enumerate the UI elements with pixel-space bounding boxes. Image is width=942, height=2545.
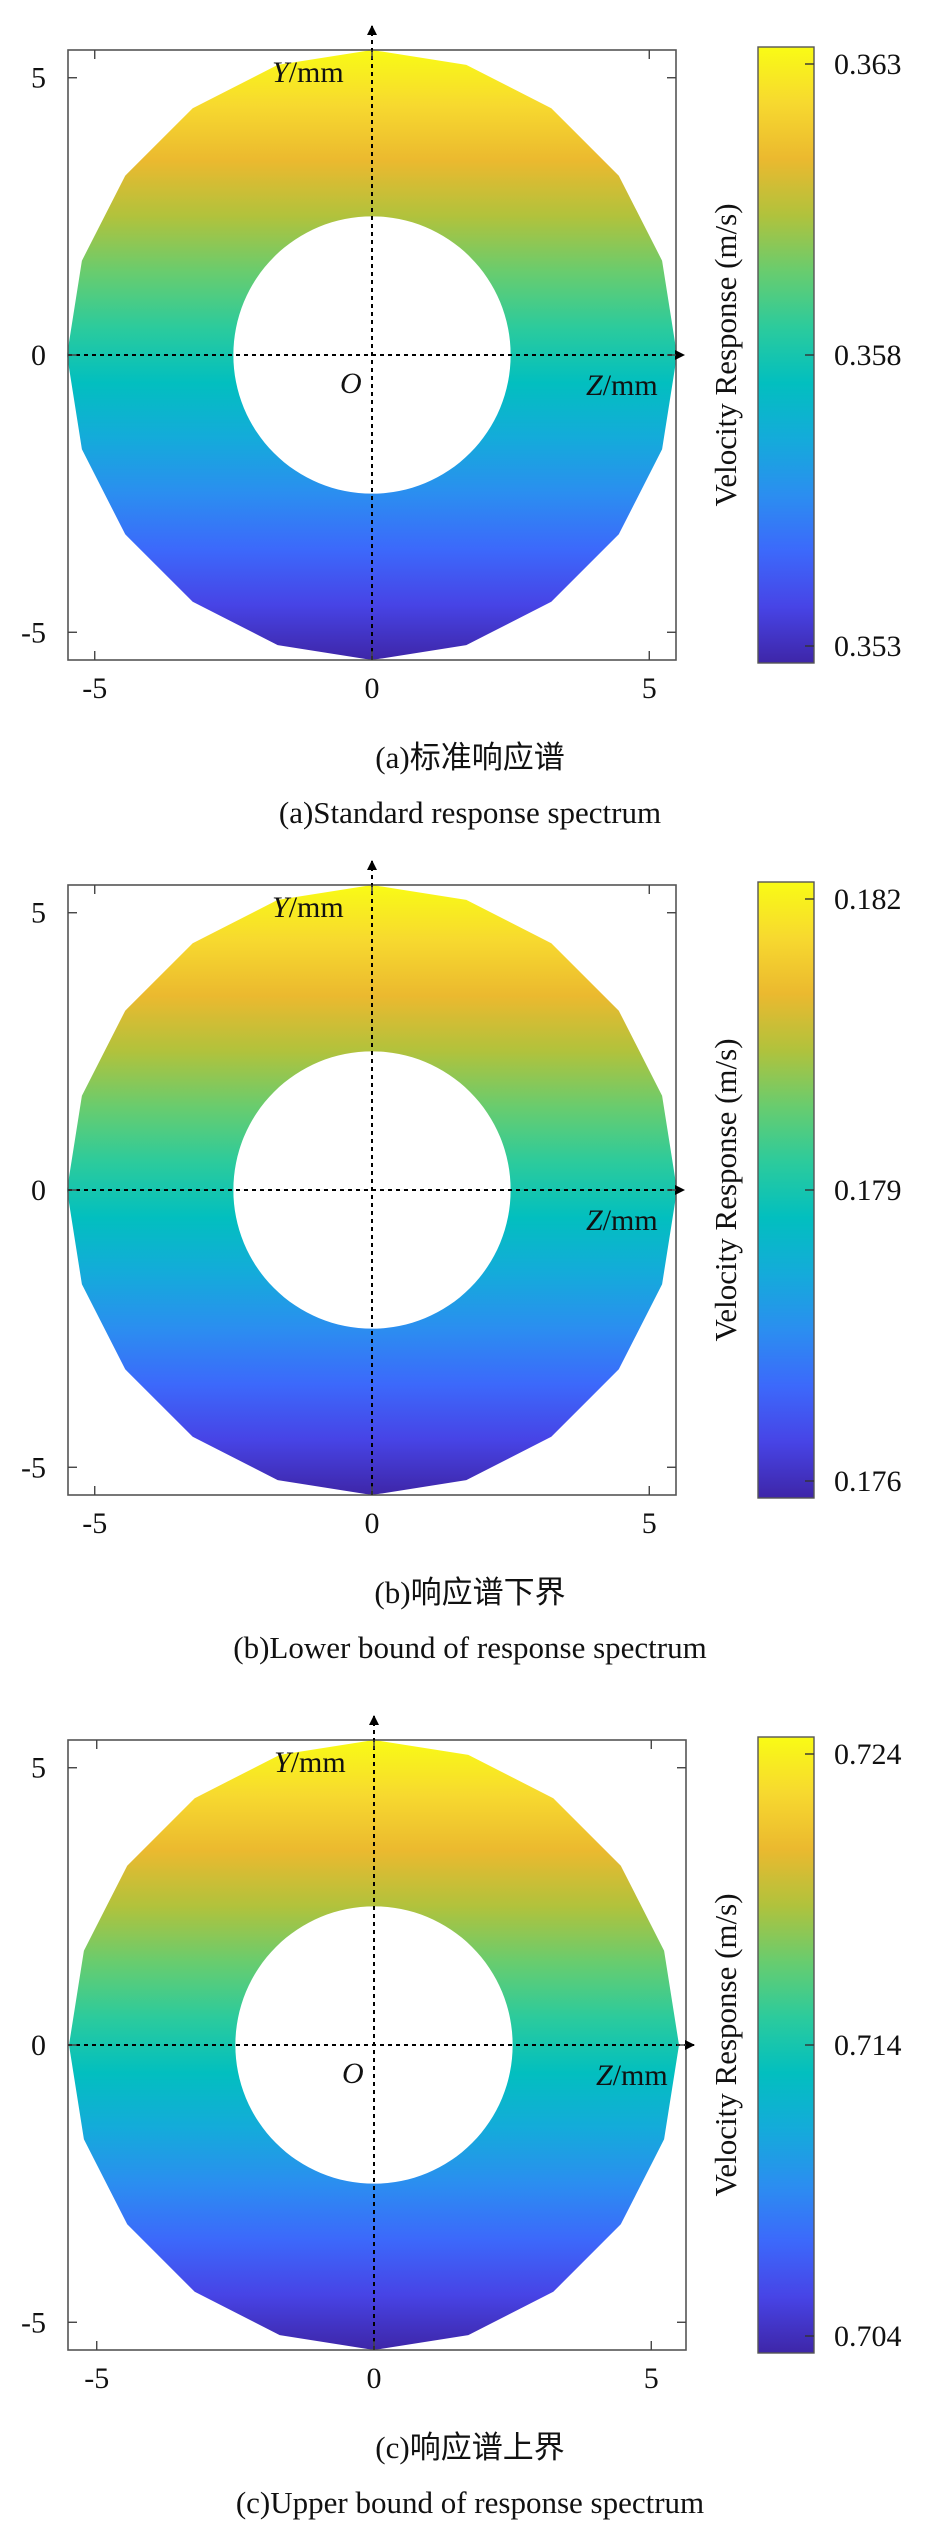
origin-label: O xyxy=(342,2057,364,2090)
x-tick-label: 5 xyxy=(644,2362,659,2395)
colorbar-tick-label: 0.353 xyxy=(834,630,902,663)
y-axis-name: Y/mm xyxy=(272,56,344,89)
colorbar-label: Velocity Response (m/s) xyxy=(708,1893,743,2196)
y-tick-label: 5 xyxy=(31,897,46,930)
caption-chinese: (b)响应谱下界 xyxy=(374,1575,565,1610)
caption-english: (a)Standard response spectrum xyxy=(279,795,661,830)
colorbar-label: Velocity Response (m/s) xyxy=(708,1038,743,1341)
colorbar xyxy=(757,46,815,664)
x-tick-label: -5 xyxy=(82,672,107,705)
y-tick-label: -5 xyxy=(21,2306,46,2339)
z-axis-name: Z/mm xyxy=(586,369,658,402)
colorbar-tick-label: 0.363 xyxy=(834,48,902,81)
y-tick-label: 5 xyxy=(31,1752,46,1785)
z-axis-name: Z/mm xyxy=(586,1204,658,1237)
annulus-velocity-field xyxy=(69,1740,679,2350)
colorbar-tick-label: 0.176 xyxy=(834,1465,902,1498)
x-tick-label: -5 xyxy=(84,2362,109,2395)
y-tick-label: 0 xyxy=(31,1174,46,1207)
y-tick-label: 0 xyxy=(31,339,46,372)
annulus-velocity-field xyxy=(67,885,677,1495)
colorbar xyxy=(757,1736,815,2354)
x-tick-label: 0 xyxy=(367,2362,382,2395)
x-tick-label: 5 xyxy=(642,1507,657,1540)
caption-chinese: (c)响应谱上界 xyxy=(375,2430,564,2465)
colorbar xyxy=(757,881,815,1499)
origin-label: O xyxy=(340,367,362,400)
y-tick-label: 0 xyxy=(31,2029,46,2062)
colorbar-tick-label: 0.714 xyxy=(834,2029,902,2062)
colorbar-label: Velocity Response (m/s) xyxy=(708,203,743,506)
colorbar-tick-label: 0.179 xyxy=(834,1174,902,1207)
panel-2: -5 0 5 5 0 -5 Y/mm Z/mm 0.176 0.179 0.182 Velocity … xyxy=(21,860,902,1665)
caption-english: (b)Lower bound of response spectrum xyxy=(233,1630,706,1665)
y-tick-label: -5 xyxy=(21,1451,46,1484)
annulus-velocity-field xyxy=(67,50,677,660)
colorbar-tick-label: 0.704 xyxy=(834,2320,902,2353)
z-axis-name: Z/mm xyxy=(596,2059,668,2092)
y-axis-name: Y/mm xyxy=(272,891,344,924)
x-tick-label: 0 xyxy=(365,1507,380,1540)
x-tick-label: -5 xyxy=(82,1507,107,1540)
panel-1: -5 0 5 5 0 -5 Y/mm Z/mm O 0.353 0.358 0.363 Velocity… xyxy=(21,25,902,830)
panel-3: -5 0 5 5 0 -5 Y/mm Z/mm O 0.704 0.714 0.724 Velocity… xyxy=(21,1715,902,2520)
colorbar-tick-label: 0.724 xyxy=(834,1738,902,1771)
y-axis-name: Y/mm xyxy=(274,1746,346,1779)
colorbar-tick-label: 0.182 xyxy=(834,883,902,916)
x-tick-label: 0 xyxy=(365,672,380,705)
caption-chinese: (a)标准响应谱 xyxy=(375,740,564,775)
caption-english: (c)Upper bound of response spectrum xyxy=(236,2485,704,2520)
colorbar-tick-label: 0.358 xyxy=(834,339,902,372)
y-tick-label: -5 xyxy=(21,616,46,649)
x-tick-label: 5 xyxy=(642,672,657,705)
y-tick-label: 5 xyxy=(31,62,46,95)
